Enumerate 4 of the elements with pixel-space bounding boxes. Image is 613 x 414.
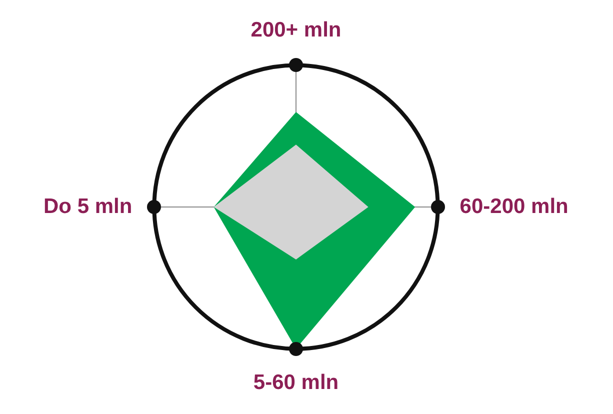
- spoke-label: Do 5 mln: [44, 194, 132, 218]
- spoke-label: 200+ mln: [250, 18, 342, 42]
- spoke-label: 5-60 mln: [253, 371, 339, 394]
- spoke-label: 60-200 mln: [460, 194, 568, 218]
